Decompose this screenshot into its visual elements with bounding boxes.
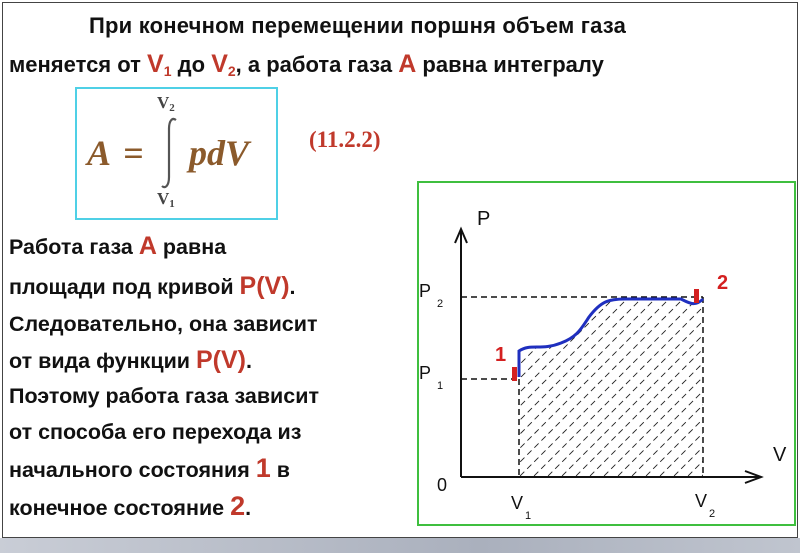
pv-graph: P V 0 P2 P1 V1 V2 1 2 [419, 208, 794, 522]
hatch-line [519, 299, 532, 477]
body-line-6: от способа его перехода из [9, 420, 302, 444]
header-line-2: меняется от V1 до V2, а работа газа A ра… [9, 51, 604, 80]
hatch-line [519, 299, 602, 477]
hatch-line [526, 299, 703, 477]
header-line-1: При конечном перемещении поршня объем га… [89, 13, 626, 39]
hatch-line [519, 299, 700, 477]
hatch-line [554, 299, 703, 477]
formula-lhs: A [87, 133, 112, 173]
v2-label: V2 [695, 491, 715, 520]
hatch-line [582, 299, 703, 477]
header-v2: V2 [211, 50, 236, 79]
pv-graph-box: P V 0 P2 P1 V1 V2 1 2 [417, 181, 796, 526]
header-text-c: , а работа газа [235, 52, 393, 77]
formula-upper-limit: V2 [157, 93, 175, 114]
hatch-line [519, 299, 686, 477]
formula-equals: = [123, 133, 144, 173]
hatch-line [793, 283, 794, 483]
slide: При конечном перемещении поршня объем га… [2, 2, 798, 538]
hatch-line [568, 299, 703, 477]
header-line-1-text: При конечном перемещении поршня объем га… [89, 13, 627, 38]
body-line-7: начального состояния 1 в [9, 453, 290, 483]
hatch-line [419, 283, 433, 483]
state-1-label: 1 [495, 344, 506, 366]
formula-integrand: pdV [189, 133, 250, 173]
body-line-1: Работа газа A равна [9, 232, 227, 260]
hatch-line [519, 299, 658, 477]
origin-label: 0 [437, 475, 447, 495]
body-line-8: конечное состояние 2. [9, 491, 252, 521]
hatch-line [519, 299, 672, 477]
hatch-line [519, 299, 630, 477]
p1-label: P1 [419, 363, 443, 392]
x-axis-label: V [773, 444, 787, 466]
integral-sign-icon [161, 117, 177, 189]
hatch-line [519, 299, 703, 477]
header-text-d: равна интегралу [422, 52, 604, 77]
body-line-5: Поэтому работа газа зависит [9, 384, 319, 408]
header-text-b: до [177, 52, 206, 77]
hatch-line [596, 299, 703, 477]
pv-curve [517, 297, 705, 377]
bottom-bar [0, 538, 800, 553]
x-axis-arrow-icon [744, 470, 764, 484]
hatch-line [519, 299, 588, 477]
formula-box: A = V2 V1 pdV [75, 87, 278, 220]
header-text-a: меняется от [9, 52, 141, 77]
v1-label: V1 [511, 493, 531, 522]
hatch-line [540, 299, 703, 477]
hatch-line [638, 299, 703, 477]
work-area-hatch [419, 283, 794, 483]
hatch-line [419, 283, 475, 483]
hatch-line [419, 283, 489, 483]
hatch-line [624, 299, 703, 477]
state-2-label: 2 [717, 272, 728, 294]
header-v1: V1 [147, 50, 172, 79]
y-axis-arrow-icon [454, 226, 468, 244]
y-axis-label: P [477, 208, 490, 230]
hatch-line [419, 283, 517, 483]
body-line-4: от вида функции P(V). [9, 346, 252, 374]
body-line-2: площади под кривой P(V). [9, 272, 296, 300]
p2-label: P2 [419, 281, 443, 310]
body-line-3: Следовательно, она зависит [9, 312, 318, 336]
state-2-marker [694, 289, 699, 303]
equation-number: (11.2.2) [309, 127, 381, 152]
header-a-symbol: A [398, 50, 417, 78]
state-1-marker [512, 367, 517, 381]
hatch-line [519, 299, 644, 477]
formula-lower-limit: V1 [157, 189, 175, 210]
